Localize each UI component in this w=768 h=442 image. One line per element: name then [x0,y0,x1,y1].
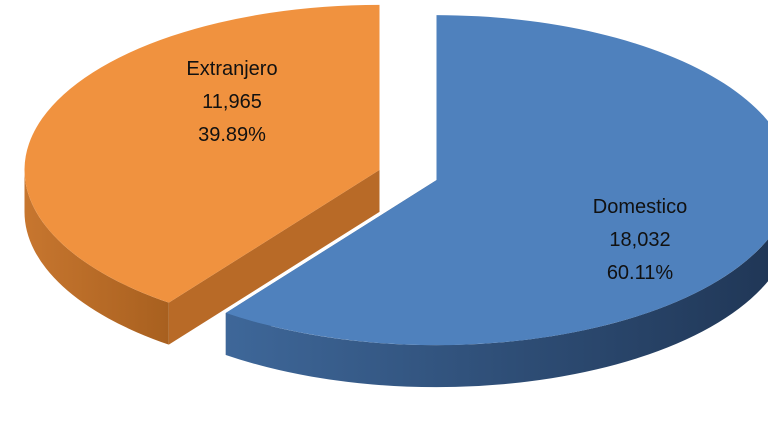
slice-label-percent-0: 60.11% [607,262,674,284]
slice-label-name-0: Domestico [593,196,687,218]
slice-extranjero [24,4,380,303]
slices-layer [24,4,768,388]
slice-label-value-0: 18,032 [609,229,670,251]
slice-label-name-1: Extranjero [186,58,277,80]
slice-rim-domestico-0 [225,239,768,388]
slice-domestico [225,15,768,346]
slice-label-percent-1: 39.89% [198,124,266,146]
slice-rim-extranjero-0 [24,169,169,345]
slice-label-value-1: 11,965 [202,91,262,113]
slice-cut-face-extranjero-0 [168,169,380,345]
labels-layer: Domestico 18,032 60.11% Extranjero 11,96… [186,58,687,284]
